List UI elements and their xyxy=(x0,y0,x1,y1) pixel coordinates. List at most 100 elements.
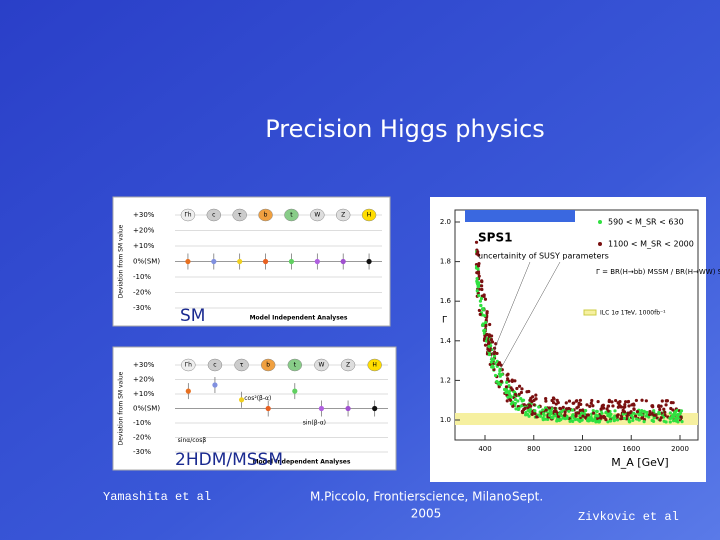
scatter-point-red xyxy=(513,379,517,383)
column-badge xyxy=(314,358,329,372)
scatter-point-green xyxy=(509,402,513,406)
scatter-point-red xyxy=(506,377,510,381)
formula: Γ = BR(H→bb) MSSM / BR(H→WW) SM xyxy=(596,268,720,276)
x-tick-label: 1600 xyxy=(622,445,640,453)
scatter-point-red xyxy=(590,398,594,403)
panel-label: 2HDM/MSSM xyxy=(175,450,283,470)
scatter-point-red xyxy=(496,362,500,367)
column-label: Z xyxy=(346,362,350,369)
marker xyxy=(211,258,217,265)
plot-footer: Model Independent Analyses xyxy=(250,315,348,322)
scatter-point-red xyxy=(526,406,530,410)
marker xyxy=(262,258,269,265)
scatter-point-red xyxy=(647,412,652,417)
scatter-point-red xyxy=(556,414,560,418)
scatter-point-red xyxy=(544,399,548,403)
plot-footer: Model Independent Analyses xyxy=(253,459,351,466)
legend-label: 590 < M_SR < 630 xyxy=(608,218,684,227)
scatter-point-red xyxy=(477,274,481,278)
marker xyxy=(185,388,191,394)
scatter-point-green xyxy=(476,282,480,286)
scatter-point-red xyxy=(563,410,567,414)
scatter-point-green xyxy=(521,398,526,402)
scatter-point-green xyxy=(492,354,497,358)
scatter-point-green xyxy=(631,416,635,420)
scatter-point-green xyxy=(517,406,521,411)
scatter-point-green xyxy=(475,289,479,293)
scatter-point-red xyxy=(640,416,644,420)
marker xyxy=(212,382,218,388)
scatter-point-red xyxy=(510,378,514,382)
scatter-point-green xyxy=(513,397,517,402)
y-axis-label: Γ xyxy=(442,316,447,326)
footer-left: Yamashita et al xyxy=(103,490,211,504)
scatter-point-red xyxy=(487,333,492,337)
scatter-point-green xyxy=(537,405,541,409)
scatter-point-red xyxy=(483,343,488,347)
scatter-point-red xyxy=(488,322,492,327)
scatter-point-green xyxy=(479,303,483,308)
scatter-point-green xyxy=(526,408,530,413)
scatter-point-red xyxy=(476,270,481,274)
scatter-point-green xyxy=(527,414,531,418)
scatter-point-red xyxy=(576,411,581,415)
scatter-point-green xyxy=(634,417,639,421)
marker xyxy=(366,258,372,265)
scatter-point-red xyxy=(574,411,578,415)
scatter-point-green xyxy=(571,413,575,417)
scatter-point-green xyxy=(606,420,610,424)
scatter-point-red xyxy=(530,400,534,404)
footer-center: M.Piccolo, Frontierscience, Milano xyxy=(310,490,511,504)
scatter-point-red xyxy=(544,408,548,412)
scatter-point-red xyxy=(640,398,644,402)
column-badge xyxy=(232,208,247,222)
scatter-point-red xyxy=(479,284,484,288)
scatter-point-red xyxy=(650,412,654,416)
column-label: H xyxy=(372,362,377,369)
scatter-point-green xyxy=(498,374,502,378)
scatter-point-red xyxy=(611,404,615,408)
scatter-point-green xyxy=(508,395,512,399)
scatter-point-green xyxy=(495,380,499,384)
scatter-point-red xyxy=(544,397,548,401)
scatter-point-red xyxy=(495,351,499,356)
scatter-point-red xyxy=(669,400,673,405)
scatter-point-red xyxy=(535,415,539,419)
scatter-point-green xyxy=(589,417,593,421)
y-tick-label: -30% xyxy=(133,304,151,312)
marker xyxy=(185,258,191,265)
scatter-point-green xyxy=(600,411,604,415)
scatter-point-green xyxy=(594,420,598,424)
column-badge xyxy=(340,358,356,372)
scatter-point-red xyxy=(527,403,532,407)
scatter-point-red xyxy=(634,398,638,403)
scatter-point-green xyxy=(568,419,572,423)
scatter-point-red xyxy=(520,409,524,413)
marker xyxy=(345,405,351,412)
y-tick-label: 1.2 xyxy=(440,376,451,384)
column-badge xyxy=(181,358,196,372)
scatter-point-green xyxy=(484,320,488,325)
scatter-point-red xyxy=(671,408,675,412)
y-tick-label: 0%(SM) xyxy=(133,405,160,413)
scatter-point-red xyxy=(599,416,603,420)
x-axis-label: M_A [GeV] xyxy=(611,456,668,469)
scatter-point-red xyxy=(478,312,482,317)
scatter-point-red xyxy=(624,400,628,404)
scatter-point-red xyxy=(527,389,531,394)
y-tick-label: -10% xyxy=(133,419,151,427)
annotation: sin(β-α) xyxy=(303,420,326,427)
scatter-point-red xyxy=(506,372,510,376)
column-label: c xyxy=(213,362,216,369)
y-axis-label: Deviation from SM value xyxy=(118,371,125,445)
scatter-point-red xyxy=(561,405,565,409)
scatter-point-red xyxy=(523,406,527,410)
scatter-point-green xyxy=(490,357,494,361)
scatter-point-red xyxy=(532,403,536,407)
scatter-point-red xyxy=(632,407,636,411)
scatter-point-green xyxy=(507,384,511,388)
scatter-point-red xyxy=(517,392,521,396)
scatter-point-green xyxy=(541,416,545,420)
scatter-point-green xyxy=(514,407,518,411)
marker xyxy=(265,405,271,412)
